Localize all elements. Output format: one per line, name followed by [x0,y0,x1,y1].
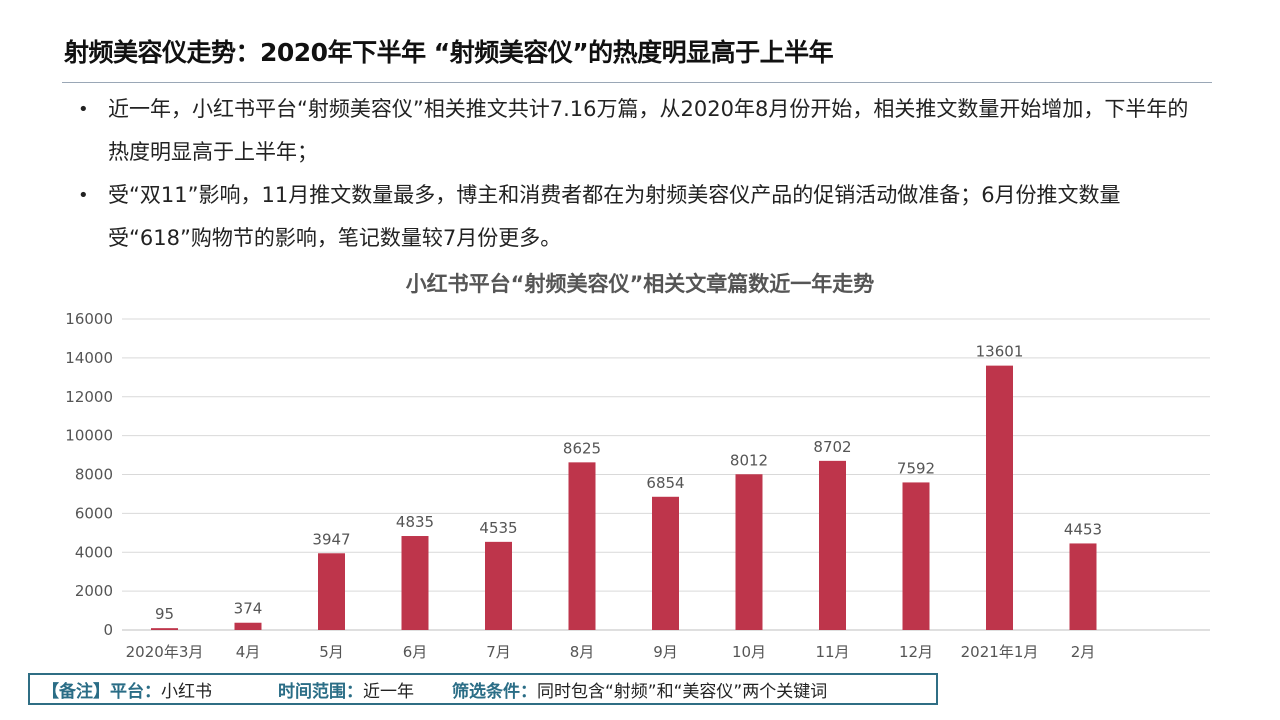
bar [485,541,512,630]
filter-label: 筛选条件： [452,681,537,702]
bullet-item: • 近一年，小红书平台“射频美容仪”相关推文共计7.16万篇，从2020年8月份… [78,88,1198,174]
platform-value: 小红书 [161,681,212,702]
bullet-list: • 近一年，小红书平台“射频美容仪”相关推文共计7.16万篇，从2020年8月份… [78,88,1198,260]
x-tick-label: 4月 [236,643,261,661]
y-tick-label: 6000 [75,504,113,522]
platform-label: 【备注】平台： [42,681,161,702]
x-tick-label: 2020年3月 [126,643,204,661]
data-label: 3947 [312,530,350,548]
x-tick-label: 11月 [815,643,849,661]
y-tick-label: 0 [103,621,113,639]
bullet-dot-icon: • [78,99,89,120]
y-tick-label: 16000 [65,310,113,328]
y-tick-label: 2000 [75,582,113,600]
bar [234,622,262,630]
bullet-item: • 受“双11”影响，11月推文数量最多，博主和消费者都在为射频美容仪产品的促销… [78,174,1198,260]
bullet-text: 受“双11”影响，11月推文数量最多，博主和消费者都在为射频美容仪产品的促销活动… [108,183,1121,250]
bar [735,474,763,630]
y-tick-label: 14000 [65,349,113,367]
bullet-text: 近一年，小红书平台“射频美容仪”相关推文共计7.16万篇，从2020年8月份开始… [108,97,1189,164]
bar [986,365,1013,630]
x-tick-label: 7月 [486,643,511,661]
data-label: 4453 [1064,520,1102,538]
bar [1069,543,1097,630]
x-tick-label: 8月 [570,643,595,661]
x-tick-label: 10月 [732,643,766,661]
bullet-dot-icon: • [78,185,89,206]
x-tick-label: 2月 [1071,643,1096,661]
title-divider [62,82,1212,83]
data-label: 95 [155,605,174,623]
footer-note: 【备注】平台： 小红书 时间范围： 近一年 筛选条件： 同时包含“射频”和“美容… [28,673,938,705]
data-label: 8702 [813,438,851,456]
data-label: 8012 [730,451,768,469]
data-label: 13601 [976,343,1024,361]
data-label: 4835 [396,513,434,531]
bar-chart: 0 2000 4000 6000 8000 10000 12000 14000 16000 95 2… [65,310,1210,661]
data-label: 374 [234,600,263,618]
x-tick-label: 12月 [899,643,933,661]
data-label: 6854 [646,474,684,492]
time-range-value: 近一年 [363,681,414,702]
y-tick-label: 4000 [75,543,113,561]
x-tick-label: 6月 [403,643,428,661]
data-label: 7592 [897,459,935,477]
filter-value: 同时包含“射频”和“美容仪”两个关键词 [537,681,828,702]
bar [151,628,178,630]
y-tick-label: 10000 [65,427,113,445]
data-label: 4535 [479,519,517,537]
bar [401,536,429,630]
time-range-label: 时间范围： [278,681,363,702]
y-tick-label: 8000 [75,466,113,484]
chart-title: 小红书平台“射频美容仪”相关文章篇数近一年走势 [405,272,875,296]
bar [652,496,679,630]
bar [819,460,846,630]
bar [902,482,930,630]
x-tick-label: 9月 [653,643,678,661]
page-title: 射频美容仪走势：2020年下半年 “射频美容仪”的热度明显高于上半年 [64,38,834,67]
x-tick-label: 2021年1月 [961,643,1039,661]
data-label: 8625 [563,439,601,457]
x-tick-label: 5月 [319,643,344,661]
y-tick-label: 12000 [65,388,113,406]
bar [318,553,345,630]
bar [568,462,596,630]
